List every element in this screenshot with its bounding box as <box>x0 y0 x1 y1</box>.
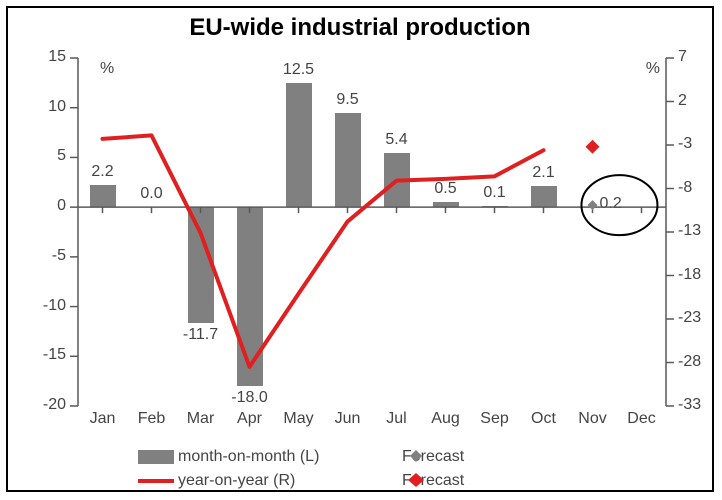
ytick-right: -8 <box>678 179 722 197</box>
ytick-left: -10 <box>16 297 66 315</box>
xtick: Apr <box>228 410 272 428</box>
xtick: Jun <box>326 410 370 428</box>
ytick-right: 7 <box>678 48 722 66</box>
xtick: Jan <box>81 410 125 428</box>
bar <box>335 113 361 207</box>
bar <box>531 186 557 207</box>
legend-swatch-bar <box>138 450 174 464</box>
bar-label: 0.0 <box>122 185 182 203</box>
ytick-left: 15 <box>16 48 66 66</box>
legend-item-forecast-line: Forecast <box>398 472 464 490</box>
xtick: Oct <box>522 410 566 428</box>
ytick-right: -33 <box>678 396 722 414</box>
legend-item-bars: month-on-month (L) <box>138 448 319 466</box>
unit-label-right: % <box>646 60 660 78</box>
bar-label: -18.0 <box>220 389 280 407</box>
chart-frame: EU-wide industrial production % % -20 -15… <box>6 6 714 492</box>
bar-label: 9.5 <box>318 91 378 109</box>
xtick: Aug <box>424 410 468 428</box>
ytick-left: 10 <box>16 98 66 116</box>
bar-label: 2.2 <box>73 163 133 181</box>
bar-label: 12.5 <box>269 61 329 79</box>
legend-label: year-on-year (R) <box>178 472 295 490</box>
ytick-right: -3 <box>678 135 722 153</box>
unit-label-left: % <box>100 60 114 78</box>
ytick-left: -15 <box>16 346 66 364</box>
ytick-right: 2 <box>678 92 722 110</box>
ytick-right: -13 <box>678 222 722 240</box>
ytick-right: -28 <box>678 353 722 371</box>
legend-item-forecast-bar: Forecast <box>398 448 464 466</box>
xtick: Dec <box>620 410 664 428</box>
ytick-left: 0 <box>16 197 66 215</box>
forecast-bar-label: 0.2 <box>600 195 660 213</box>
legend-label: Forecast <box>402 472 464 490</box>
ytick-right: -18 <box>678 266 722 284</box>
legend-item-line: year-on-year (R) <box>138 472 295 490</box>
legend-swatch-line <box>138 479 174 483</box>
bar-label: -11.7 <box>171 326 231 344</box>
bar <box>237 207 263 386</box>
xtick: Mar <box>179 410 223 428</box>
bar <box>286 83 312 207</box>
bar <box>384 153 410 207</box>
ytick-left: -5 <box>16 247 66 265</box>
xtick: Jul <box>375 410 419 428</box>
ytick-right: -23 <box>678 309 722 327</box>
bar <box>188 207 214 323</box>
legend-label: Forecast <box>402 448 464 466</box>
ytick-left: -20 <box>16 396 66 414</box>
bar-label: 0.1 <box>465 184 525 202</box>
bar-label: 5.4 <box>367 131 427 149</box>
bar <box>433 202 459 207</box>
bar-label: 2.1 <box>514 164 574 182</box>
bar <box>90 185 116 207</box>
legend-label: month-on-month (L) <box>178 448 319 466</box>
bar <box>482 206 508 207</box>
chart-title: EU-wide industrial production <box>8 14 712 42</box>
xtick: May <box>277 410 321 428</box>
xtick: Sep <box>473 410 517 428</box>
ytick-left: 5 <box>16 147 66 165</box>
xtick: Feb <box>130 410 174 428</box>
xtick: Nov <box>571 410 615 428</box>
